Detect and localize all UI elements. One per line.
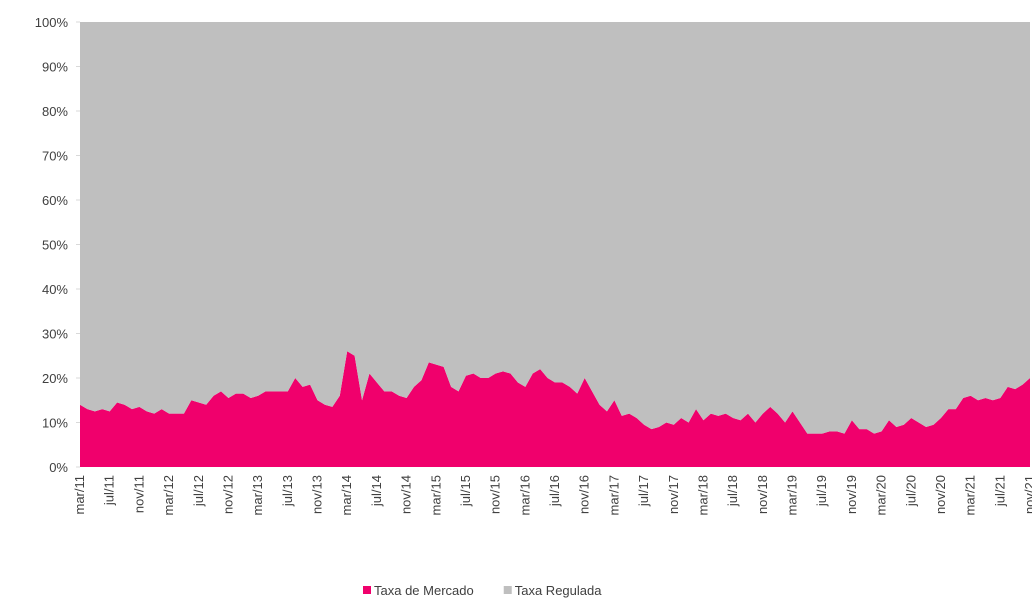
x-tick-label: jul/11 xyxy=(102,475,117,506)
x-tick-label: nov/14 xyxy=(399,475,414,514)
x-tick-label: jul/17 xyxy=(636,475,651,507)
x-tick-label: jul/14 xyxy=(369,475,384,507)
area xyxy=(80,22,1030,434)
x-tick-label: nov/12 xyxy=(220,475,235,514)
x-tick-label: jul/12 xyxy=(191,475,206,507)
x-tick-label: mar/16 xyxy=(517,475,532,515)
x-tick-label: mar/17 xyxy=(606,475,621,515)
x-tick-label: mar/12 xyxy=(161,475,176,515)
y-tick-label: 20% xyxy=(42,371,68,386)
x-tick-label: mar/15 xyxy=(428,475,443,515)
x-tick-label: jul/18 xyxy=(725,475,740,507)
x-tick-label: nov/16 xyxy=(577,475,592,514)
x-tick-label: nov/15 xyxy=(488,475,503,514)
area xyxy=(80,351,1030,467)
x-tick-label: jul/21 xyxy=(992,475,1007,507)
y-tick-label: 90% xyxy=(42,60,68,75)
x-tick-label: mar/21 xyxy=(963,475,978,515)
y-tick-label: 70% xyxy=(42,149,68,164)
y-tick-label: 10% xyxy=(42,416,68,431)
x-tick-label: mar/19 xyxy=(785,475,800,515)
x-tick-label: mar/18 xyxy=(695,475,710,515)
legend-label: Taxa Regulada xyxy=(515,583,602,598)
x-tick-label: nov/17 xyxy=(666,475,681,514)
y-tick-label: 100% xyxy=(35,15,69,30)
x-tick-label: nov/11 xyxy=(131,475,146,513)
legend-swatch xyxy=(503,586,512,594)
y-tick-label: 80% xyxy=(42,104,68,119)
x-tick-label: nov/20 xyxy=(933,475,948,514)
legend-swatch xyxy=(363,586,371,594)
y-tick-label: 30% xyxy=(42,327,68,342)
x-tick-label: nov/19 xyxy=(844,475,859,514)
legend-label: Taxa de Mercado xyxy=(374,583,474,598)
x-tick-label: jul/13 xyxy=(280,475,295,507)
x-tick-label: jul/20 xyxy=(903,475,918,507)
x-tick-label: nov/18 xyxy=(755,475,770,514)
x-tick-label: nov/21 xyxy=(1022,475,1032,514)
y-tick-label: 40% xyxy=(42,282,68,297)
x-tick-label: mar/11 xyxy=(72,475,87,515)
x-tick-label: mar/14 xyxy=(339,475,354,515)
y-tick-label: 0% xyxy=(49,460,68,475)
x-tick-label: jul/19 xyxy=(814,475,829,507)
y-tick-label: 60% xyxy=(42,193,68,208)
x-tick-label: mar/13 xyxy=(250,475,265,515)
x-tick-label: nov/13 xyxy=(310,475,325,514)
x-tick-label: jul/15 xyxy=(458,475,473,507)
x-tick-label: mar/20 xyxy=(874,475,889,515)
x-tick-label: jul/16 xyxy=(547,475,562,507)
y-tick-label: 50% xyxy=(42,238,68,253)
